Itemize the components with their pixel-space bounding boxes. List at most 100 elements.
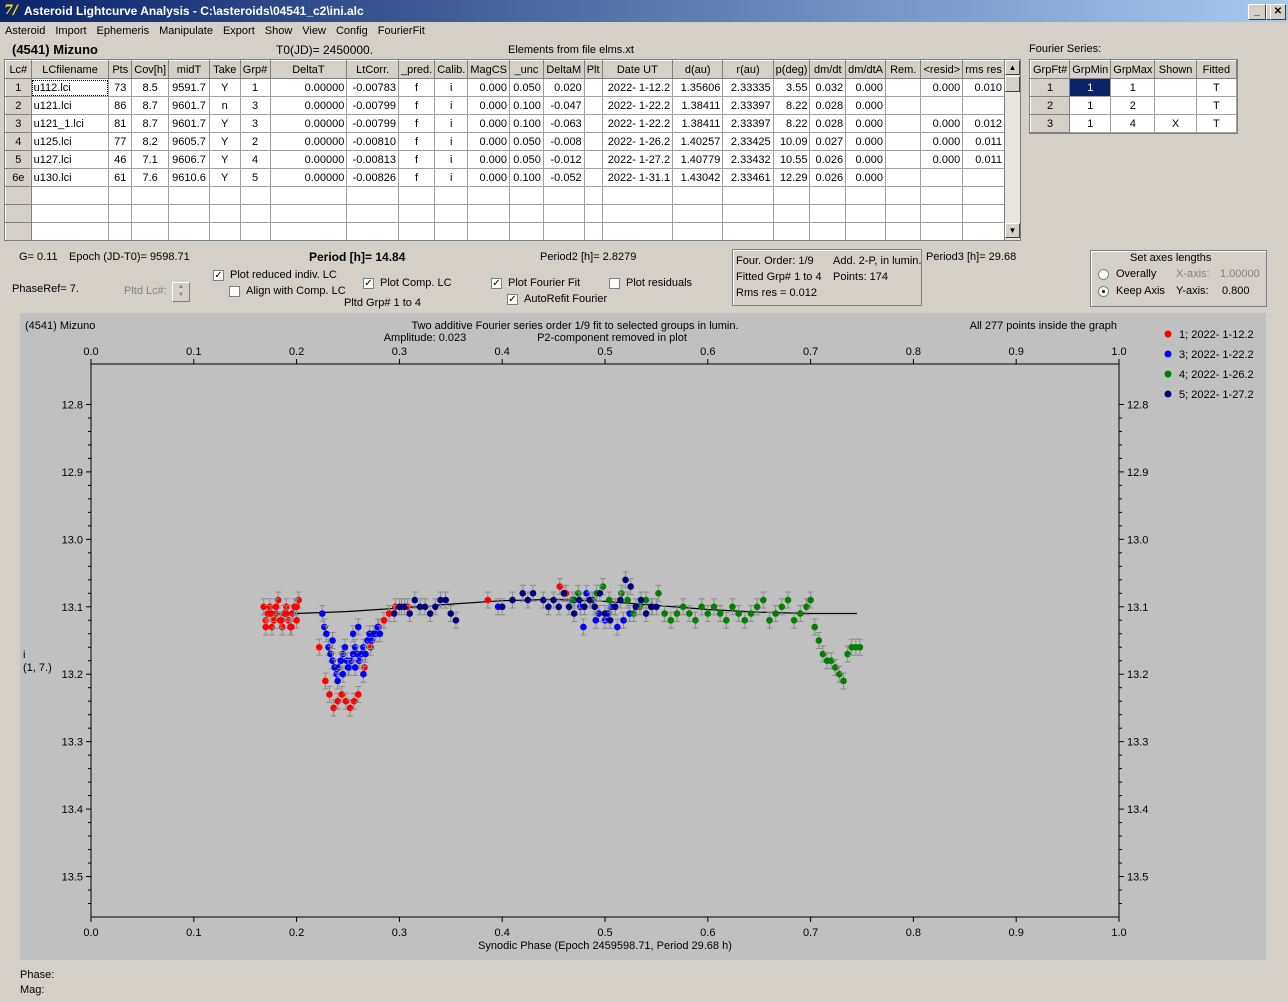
table-cell[interactable]: [962, 204, 1005, 223]
plot-fourier-checkbox[interactable]: ✓: [491, 278, 502, 289]
fourier-col-header[interactable]: Fitted: [1195, 60, 1238, 79]
table-cell[interactable]: [346, 204, 399, 223]
table-cell[interactable]: [168, 204, 210, 223]
table-cell[interactable]: -0.00799: [346, 114, 399, 133]
table-cell[interactable]: [542, 222, 585, 240]
row-header[interactable]: 5: [5, 150, 32, 169]
table-cell[interactable]: [920, 222, 964, 240]
menu-manipulate[interactable]: Manipulate: [159, 25, 213, 37]
table-cell[interactable]: 1: [239, 78, 271, 97]
table-cell[interactable]: 0.000: [467, 150, 510, 169]
table-cell[interactable]: 1.35606: [672, 78, 724, 97]
lc-col-header[interactable]: Date UT: [601, 60, 674, 79]
table-cell[interactable]: 0.050: [509, 150, 544, 169]
table-cell[interactable]: -0.00799: [346, 96, 399, 115]
table-cell[interactable]: [209, 241, 240, 242]
table-cell[interactable]: T: [1195, 114, 1238, 133]
table-cell[interactable]: [772, 222, 811, 240]
table-cell[interactable]: [885, 186, 922, 205]
table-cell[interactable]: [920, 204, 964, 223]
table-cell[interactable]: [434, 186, 469, 205]
table-cell[interactable]: [921, 241, 963, 242]
table-cell[interactable]: [962, 96, 1005, 115]
table-cell[interactable]: 0.00000: [269, 132, 348, 151]
table-cell[interactable]: [601, 204, 674, 223]
table-cell[interactable]: 2022- 1-12.2: [601, 78, 674, 97]
table-cell[interactable]: Y: [208, 168, 241, 187]
table-cell[interactable]: [672, 204, 724, 223]
table-cell[interactable]: [962, 222, 1005, 240]
table-row[interactable]: [5, 186, 1005, 205]
table-cell[interactable]: 9601.7: [168, 96, 210, 115]
period3-value[interactable]: Period3 [h]= 29.68: [926, 251, 1017, 263]
table-cell[interactable]: n: [208, 96, 241, 115]
table-cell[interactable]: 2022- 1-26.2: [601, 132, 674, 151]
table-row[interactable]: 5 u127.lci 46 7.1 9606.7 Y 4 0.00000 -0.00813 f i 0…: [5, 150, 1005, 169]
menu-export[interactable]: Export: [222, 25, 255, 37]
table-cell[interactable]: [543, 241, 584, 242]
table-cell[interactable]: [509, 186, 544, 205]
table-cell[interactable]: 81: [108, 114, 133, 133]
table-cell[interactable]: u125.lci: [30, 132, 110, 151]
fourier-col-header[interactable]: Shown: [1154, 60, 1197, 79]
table-cell[interactable]: [467, 204, 510, 223]
table-cell[interactable]: 1.38411: [672, 114, 724, 133]
table-cell[interactable]: [239, 186, 271, 205]
table-row[interactable]: 4 u125.lci 77 8.2 9605.7 Y 2 0.00000 -0.00810 f i 0…: [5, 132, 1005, 151]
table-cell[interactable]: 0.027: [809, 132, 847, 151]
lc-col-header[interactable]: _unc: [509, 60, 544, 79]
minimize-button[interactable]: _: [1248, 4, 1266, 20]
table-cell[interactable]: [30, 204, 110, 223]
table-cell[interactable]: 3.55: [772, 78, 811, 97]
table-cell[interactable]: [240, 241, 270, 242]
table-cell[interactable]: 1.43042: [672, 168, 724, 187]
table-cell[interactable]: 0.100: [509, 96, 544, 115]
table-cell[interactable]: [434, 222, 469, 240]
table-cell[interactable]: [885, 78, 922, 97]
table-cell[interactable]: 77: [108, 132, 133, 151]
table-cell[interactable]: 0.100: [509, 168, 544, 187]
menu-asteroid[interactable]: Asteroid: [5, 25, 46, 37]
table-cell[interactable]: [963, 241, 1005, 242]
table-cell[interactable]: 2022- 1-31.1: [601, 168, 674, 187]
table-cell[interactable]: [601, 186, 674, 205]
table-cell[interactable]: 61: [108, 168, 133, 187]
lc-col-header[interactable]: Rem.: [885, 60, 922, 79]
table-cell[interactable]: -0.047: [542, 96, 585, 115]
table-cell[interactable]: [809, 222, 847, 240]
table-cell[interactable]: 0.000: [467, 114, 510, 133]
row-header[interactable]: [5, 222, 32, 240]
lc-col-header[interactable]: LCfilename: [30, 60, 110, 79]
table-cell[interactable]: i: [434, 78, 469, 97]
table-cell[interactable]: [1154, 78, 1197, 97]
table-cell[interactable]: 0.000: [845, 78, 887, 97]
table-cell[interactable]: [467, 186, 510, 205]
table-cell[interactable]: [347, 241, 399, 242]
table-cell[interactable]: f: [397, 96, 436, 115]
table-cell[interactable]: [269, 186, 348, 205]
lc-col-header[interactable]: dm/dtA: [845, 60, 887, 79]
table-cell[interactable]: 0.000: [845, 114, 887, 133]
table-cell[interactable]: i: [434, 132, 469, 151]
table-cell[interactable]: -0.00826: [346, 168, 399, 187]
table-cell[interactable]: [132, 241, 169, 242]
pltd-lc-spinner[interactable]: ▲ ▼: [172, 282, 190, 302]
table-cell[interactable]: [269, 204, 348, 223]
table-cell[interactable]: [398, 241, 434, 242]
table-cell[interactable]: 8.22: [772, 114, 811, 133]
table-cell[interactable]: i: [434, 168, 469, 187]
table-cell[interactable]: 9610.6: [168, 168, 210, 187]
table-cell[interactable]: 10.09: [772, 132, 811, 151]
table-cell[interactable]: [30, 186, 110, 205]
table-row[interactable]: [5, 204, 1005, 223]
table-row[interactable]: 2 u121.lci 86 8.7 9601.7 n 3 0.00000 -0.00799 f i 0…: [5, 96, 1005, 115]
table-cell[interactable]: [920, 168, 964, 187]
table-cell[interactable]: 9591.7: [168, 78, 210, 97]
table-cell[interactable]: 0.00000: [269, 150, 348, 169]
table-row[interactable]: 1 u112.lci 73 8.5 9591.7 Y 1 0.00000 -0.00783 f i 0…: [5, 78, 1005, 97]
table-cell[interactable]: -0.00783: [346, 78, 399, 97]
table-cell[interactable]: 10.55: [772, 150, 811, 169]
table-cell[interactable]: [885, 150, 922, 169]
table-cell[interactable]: 73: [108, 78, 133, 97]
table-cell[interactable]: 0.000: [920, 78, 964, 97]
